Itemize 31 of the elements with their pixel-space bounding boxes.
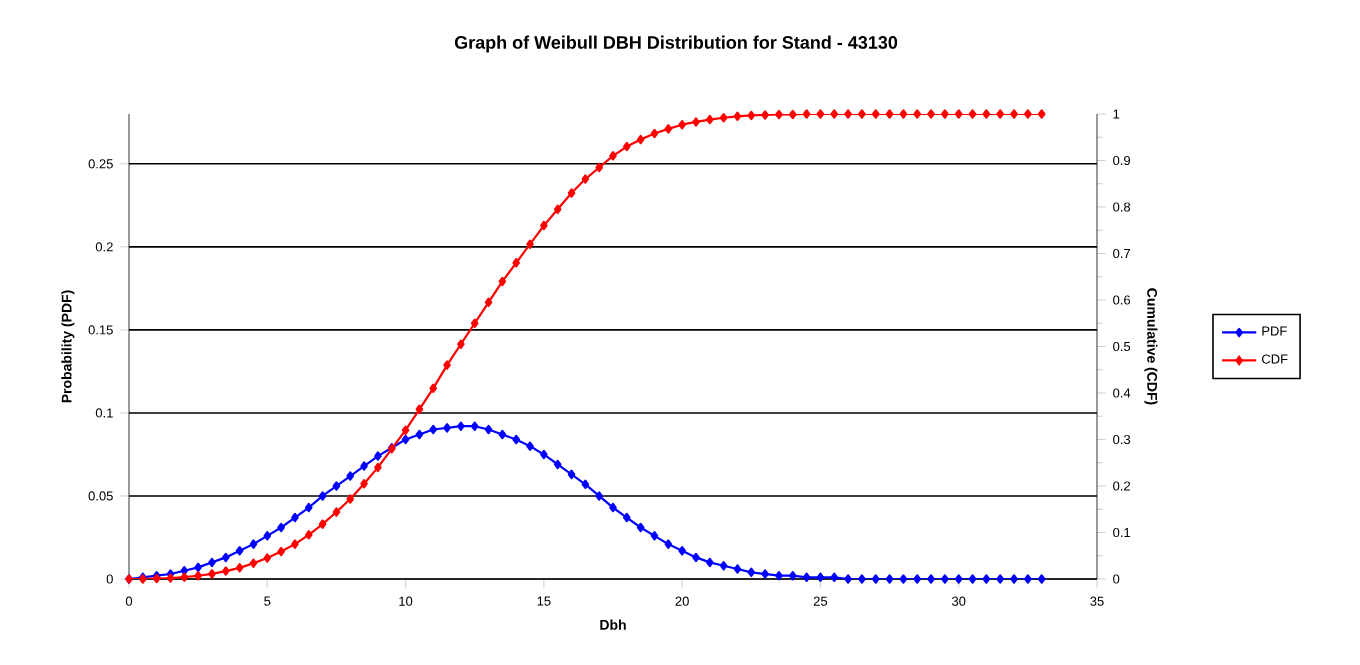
x-tick-label: 5: [264, 596, 271, 606]
y2-tick-label: 1: [1113, 109, 1120, 119]
x-tick-label: 0: [125, 596, 133, 606]
y2-axis-title: Cumulative (CDF): [1144, 288, 1158, 405]
x-tick-label: 10: [399, 596, 413, 606]
y2-tick-label: 0.5: [1113, 341, 1131, 352]
y2-tick-label: 0: [1113, 574, 1120, 584]
y2-tick-label: 0.3: [1113, 434, 1131, 445]
y2-tick-label: 0.8: [1113, 202, 1131, 212]
y2-tick-label: 0.1: [1113, 527, 1131, 538]
y-tick-label: 0.25: [88, 159, 113, 169]
y2-tick-label: 0.2: [1113, 481, 1130, 491]
y-axis-title: Probability (PDF): [61, 290, 75, 403]
x-tick-label: 35: [1090, 596, 1104, 606]
x-axis-title: Dbh: [600, 619, 626, 630]
legend-label: CDF: [1262, 354, 1288, 364]
x-tick-label: 20: [675, 596, 689, 606]
y-tick-label: 0: [106, 574, 113, 584]
y2-tick-label: 0.4: [1113, 388, 1131, 398]
x-tick-label: 15: [537, 596, 551, 606]
y2-tick-label: 0.9: [1113, 155, 1131, 166]
y-tick-label: 0.1: [95, 408, 113, 418]
y-tick-label: 0.15: [88, 325, 113, 335]
y-tick-label: 0.05: [88, 491, 113, 501]
y-tick-label: 0.2: [95, 242, 113, 252]
y2-tick-label: 0.6: [1113, 295, 1131, 305]
x-tick-label: 25: [813, 596, 828, 606]
x-tick-label: 30: [951, 596, 966, 606]
chart-title: Graph of Weibull DBH Distribution for Stand - 43130: [454, 35, 898, 53]
y2-tick-label: 0.7: [1113, 248, 1130, 259]
legend-label: PDF: [1262, 326, 1287, 336]
